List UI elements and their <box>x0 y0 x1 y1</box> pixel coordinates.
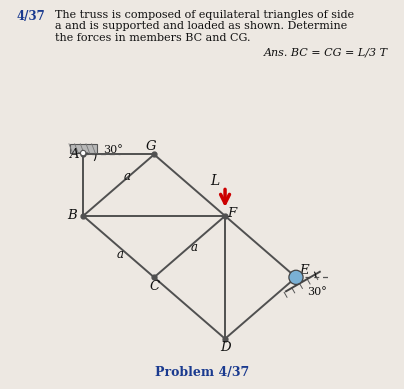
Text: A: A <box>69 148 79 161</box>
Text: D: D <box>220 342 230 354</box>
Text: L: L <box>210 174 219 188</box>
Text: a and is supported and loaded as shown. Determine: a and is supported and loaded as shown. … <box>55 21 347 32</box>
Text: the forces in members BC and CG.: the forces in members BC and CG. <box>55 33 250 43</box>
Text: F: F <box>227 207 237 219</box>
Text: C: C <box>149 280 159 293</box>
Text: 30°: 30° <box>103 145 123 155</box>
Text: a: a <box>191 241 198 254</box>
Circle shape <box>289 270 303 284</box>
Circle shape <box>80 151 86 156</box>
Text: Problem 4/37: Problem 4/37 <box>155 366 249 379</box>
Text: a: a <box>117 248 124 261</box>
Text: G: G <box>145 140 156 153</box>
Text: The truss is composed of equilateral triangles of side: The truss is composed of equilateral tri… <box>55 10 354 20</box>
Text: Ans. BC = CG = L/3 T: Ans. BC = CG = L/3 T <box>264 47 388 58</box>
Text: a: a <box>124 170 130 183</box>
Bar <box>70 144 97 153</box>
Text: E: E <box>300 264 309 277</box>
Text: 30°: 30° <box>307 287 326 296</box>
Text: B: B <box>67 209 78 223</box>
Text: 4/37: 4/37 <box>16 10 45 23</box>
Polygon shape <box>78 153 88 154</box>
